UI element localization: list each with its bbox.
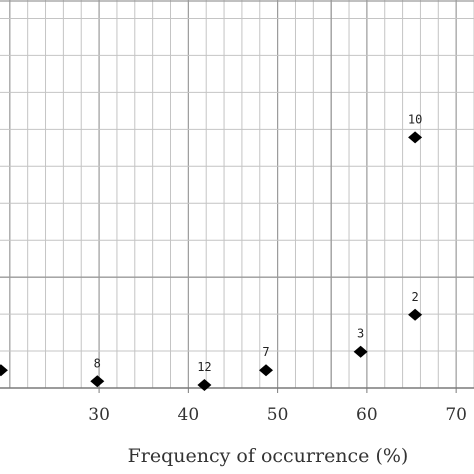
x-tick-label: 70 [445, 405, 467, 425]
plot-background [0, 0, 474, 388]
grid-lines [0, 0, 474, 389]
data-point-label: 12 [197, 360, 211, 374]
data-point [408, 308, 423, 321]
x-axis-title: Frequency of occurrence (%) [128, 445, 409, 467]
data-points: 8 12 7 3 2 10 [0, 112, 422, 391]
data-point-label: 10 [408, 112, 422, 126]
x-tick-label: 40 [178, 405, 200, 425]
data-point-label: 7 [262, 345, 269, 359]
x-tick-label: 60 [356, 405, 378, 425]
data-point-label: 2 [411, 290, 418, 304]
data-point [0, 364, 8, 377]
x-tick-labels: 30 40 50 60 70 [88, 388, 467, 425]
data-point-label: 3 [357, 327, 364, 341]
data-point [90, 375, 105, 388]
data-point [353, 345, 368, 358]
data-point [259, 364, 274, 377]
plot-frame [0, 0, 474, 389]
data-point [408, 131, 423, 144]
data-point-label: 8 [94, 356, 101, 370]
x-tick-label: 50 [267, 405, 289, 425]
x-tick-label: 30 [88, 405, 110, 425]
data-point [197, 379, 212, 391]
